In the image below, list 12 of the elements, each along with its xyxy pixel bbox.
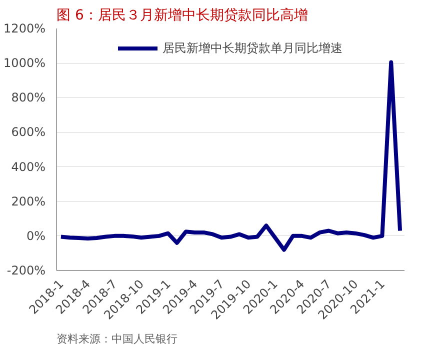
y-tick-label: 400%: [11, 160, 46, 174]
y-tick-label: 600%: [11, 125, 46, 140]
legend-label: 居民新增中长期贷款单月同比增速: [162, 40, 342, 56]
y-tick-label: 1000%: [4, 56, 46, 70]
text: 资料来源：中国人民银行: [56, 332, 178, 346]
y-tick-label: -200%: [6, 264, 46, 278]
y-tick-label: 800%: [11, 90, 46, 105]
line-series: [58, 60, 402, 252]
chart-title: 图 6：居民３月新增中长期贷款同比高增: [56, 8, 308, 24]
y-tick-label: 200%: [11, 194, 46, 208]
y-tick-label: 1200%: [4, 22, 46, 36]
y-tick-label: 0%: [26, 228, 46, 243]
